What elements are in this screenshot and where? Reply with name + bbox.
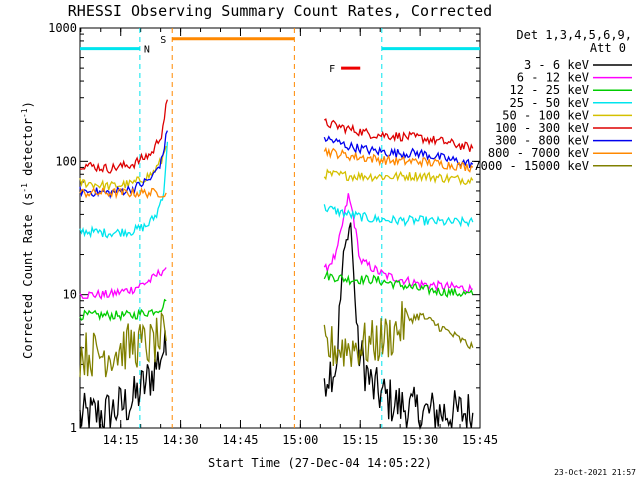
x-axis: 14:15 14:30 14:45 15:00 15:15 15:30 15:45 xyxy=(80,28,498,447)
legend-header-detectors: Det 1,3,4,5,6,9, xyxy=(516,28,632,42)
series-line-5 xyxy=(323,118,474,152)
x-tick-label: 15:15 xyxy=(342,433,378,447)
x-tick-label: 14:15 xyxy=(103,433,139,447)
series-line-2 xyxy=(323,269,474,298)
saa-label: S xyxy=(160,35,166,46)
legend-label: 3 - 6 keV xyxy=(524,58,589,72)
series-line-7 xyxy=(323,146,474,173)
series-line-1 xyxy=(323,193,473,294)
legend-label: 25 - 50 keV xyxy=(510,96,589,110)
series-line-4 xyxy=(323,168,474,186)
chart-title: RHESSI Observing Summary Count Rates, Co… xyxy=(68,2,492,20)
y-tick-label: 1 xyxy=(70,421,77,435)
series-line-5 xyxy=(79,99,169,174)
y-axis: 1 10 100 1000 xyxy=(48,21,480,435)
y-tick-label: 1000 xyxy=(48,21,77,35)
series-line-3 xyxy=(323,204,474,228)
series-line-6 xyxy=(323,135,474,169)
series-line-0 xyxy=(79,330,167,429)
series-lines xyxy=(79,99,474,431)
x-tick-label: 14:30 xyxy=(163,433,199,447)
legend-header-attenuator: Att 0 xyxy=(590,41,626,55)
legend-label: 12 - 25 keV xyxy=(510,83,589,97)
legend-label: 50 - 100 keV xyxy=(502,108,589,122)
y-axis-label: Corrected Count Rate (s-1 detector-1) xyxy=(20,101,35,359)
series-line-7 xyxy=(79,187,167,200)
legend-label: 7000 - 15000 keV xyxy=(473,159,589,173)
y-label-sup-2: -1 xyxy=(20,108,29,118)
x-tick-label: 15:30 xyxy=(402,433,438,447)
legend-label: 100 - 300 keV xyxy=(495,121,589,135)
render-timestamp: 23-Oct-2021 21:57 xyxy=(554,468,636,477)
legend-label: 800 - 7000 keV xyxy=(488,146,589,160)
series-line-2 xyxy=(79,298,167,322)
series-line-0 xyxy=(323,222,474,431)
x-tick-label: 15:00 xyxy=(282,433,318,447)
series-line-6 xyxy=(79,130,168,200)
flare-label: F xyxy=(329,64,335,75)
y-label-sup-1: -1 xyxy=(20,183,29,193)
legend-label: 6 - 12 keV xyxy=(517,71,589,85)
legend-label: 300 - 800 keV xyxy=(495,134,589,148)
x-tick-label: 15:45 xyxy=(462,433,498,447)
series-line-8 xyxy=(323,301,474,367)
series-line-3 xyxy=(79,141,169,239)
series-line-8 xyxy=(79,311,167,378)
x-axis-label: Start Time (27-Dec-04 14:05:22) xyxy=(208,456,432,470)
x-tick-label: 14:45 xyxy=(222,433,258,447)
series-line-1 xyxy=(79,267,167,300)
y-tick-label: 100 xyxy=(55,154,77,168)
y-tick-label: 10 xyxy=(63,288,77,302)
y-label-part-3: ) xyxy=(21,101,35,108)
night-label: N xyxy=(144,45,150,56)
series-line-4 xyxy=(79,145,167,191)
y-label-part-1: Corrected Count Rate (s xyxy=(21,193,35,359)
y-label-part-2: detector xyxy=(21,118,35,183)
